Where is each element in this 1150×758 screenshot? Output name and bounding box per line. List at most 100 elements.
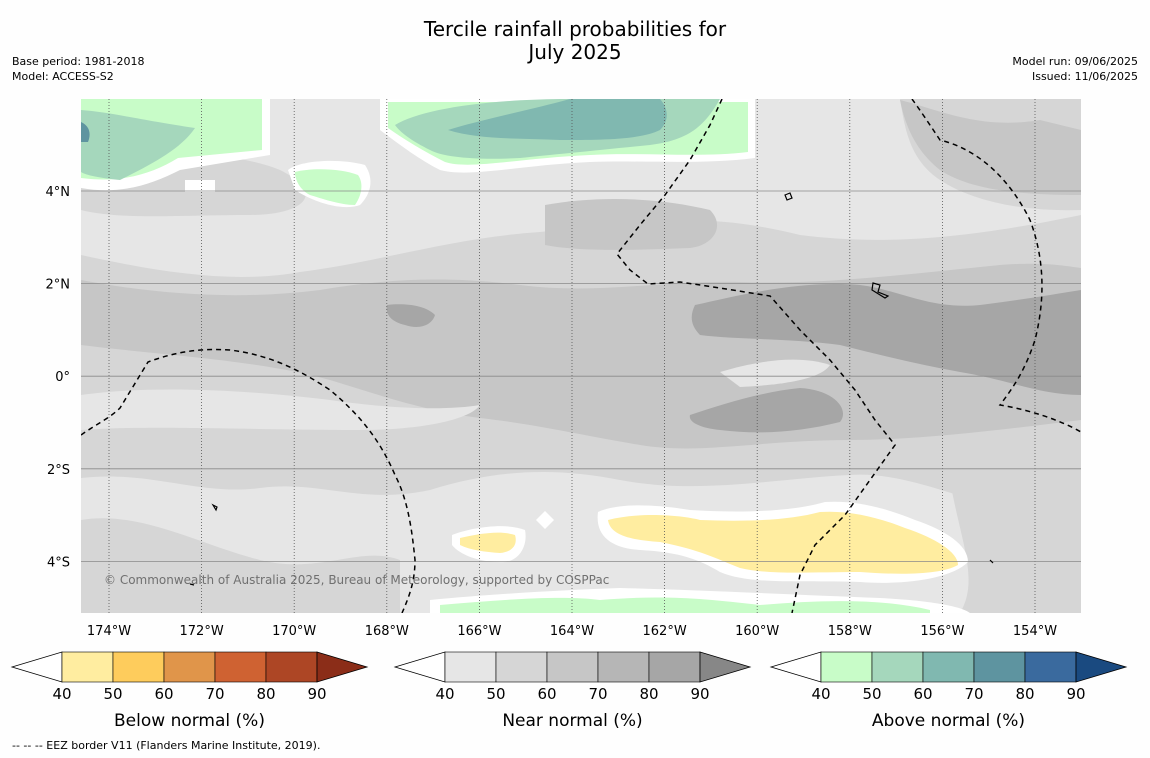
above-normal-halo-small (185, 180, 215, 192)
colorbar-segment (61, 651, 114, 683)
longitude-tick-label: 164°W (550, 624, 594, 639)
near-normal-60-northeast (900, 100, 1081, 195)
eez-borders (81, 99, 1081, 613)
island-3 (211, 503, 218, 512)
colorbar-segment (112, 651, 165, 683)
colorbar-extend-low (393, 651, 446, 683)
colorbar-tick-label: 60 (154, 685, 173, 703)
island-5 (989, 559, 994, 564)
eez-border-east (911, 99, 1081, 433)
longitude-ticks: 174°W 172°W 170°W 168°W 166°W 164°W 162°W 160°W… (87, 624, 1057, 639)
near-normal-40-equatorial-band (81, 389, 480, 430)
colorbar-tick-label: 50 (486, 685, 505, 703)
colorbar-tick-label: 70 (964, 685, 983, 703)
chart-title: Tercile rainfall probabilities for July … (0, 18, 1150, 64)
above-normal-50-west (81, 110, 195, 180)
longitude-tick-label: 156°W (920, 624, 964, 639)
latitude-tick-label: 0° (55, 370, 70, 385)
colorbar-title: Near normal (%) (502, 711, 642, 731)
colorbar-tick-label: 60 (913, 685, 932, 703)
colorbar-tick-label: 60 (537, 685, 556, 703)
island-4 (189, 583, 195, 586)
above-normal-40-center (295, 169, 362, 205)
colorbar-title: Above normal (%) (872, 711, 1025, 731)
below-normal-halo-dot (536, 511, 554, 529)
colorbar-segment (648, 651, 701, 683)
latitude-ticks: 4°N 2°N 0° 2°S 4°S (46, 185, 71, 570)
run-info: Model run: 09/06/2025 Issued: 11/06/2025 (1012, 54, 1138, 84)
colorbar-segment (922, 651, 975, 683)
longitude-tick-label: 158°W (828, 624, 872, 639)
colorbar-segment (820, 651, 873, 683)
colorbar-segment (871, 651, 924, 683)
colorbar-3: 40 50 60 70 80 90 Above normal (%) (769, 651, 1128, 731)
colorbar-segment (495, 651, 548, 683)
colorbar-tick-label: 40 (52, 685, 71, 703)
latitude-tick-label: 2°N (46, 278, 71, 293)
colorbar-title: Below normal (%) (114, 711, 265, 731)
above-normal-regions (81, 99, 970, 613)
probability-field (81, 99, 1081, 613)
island-2 (871, 282, 890, 299)
colorbar-tick-label: 90 (307, 685, 326, 703)
below-normal-regions (452, 501, 968, 583)
issued-text: Issued: 11/06/2025 (1031, 70, 1138, 83)
eez-border-west (81, 348, 416, 613)
colorbar-tick-label: 50 (103, 685, 122, 703)
colorbar-tick-label: 40 (811, 685, 830, 703)
model-name-text: Model: ACCESS-S2 (12, 70, 114, 83)
colorbar-extend-high (316, 651, 369, 683)
colorbar-tick-label: 70 (205, 685, 224, 703)
title-line-1: Tercile rainfall probabilities for (423, 17, 727, 41)
longitude-tick-label: 170°W (272, 624, 316, 639)
colorbar-tick-label: 90 (690, 685, 709, 703)
latitude-tick-label: 2°S (47, 463, 70, 478)
longitude-tick-label: 154°W (1013, 624, 1057, 639)
colorbar-tick-label: 50 (862, 685, 881, 703)
colorbar-tick-label: 90 (1066, 685, 1085, 703)
colorbar-tick-label: 70 (588, 685, 607, 703)
near-normal-60-central-north (545, 198, 718, 250)
colorbar-extend-high (1075, 651, 1128, 683)
near-normal-70-central-patch (689, 388, 844, 433)
longitude-tick-label: 166°W (457, 624, 501, 639)
colorbar-extend-low (769, 651, 822, 683)
gridlines (81, 99, 1081, 613)
model-run-text: Model run: 09/06/2025 (1012, 55, 1138, 68)
colorbar-extend-low (10, 651, 63, 683)
colorbar-segment (597, 651, 650, 683)
title-line-2: July 2025 (528, 40, 622, 64)
colorbar-tick-label: 80 (639, 685, 658, 703)
eez-border-central (616, 99, 896, 613)
longitude-tick-label: 172°W (180, 624, 224, 639)
colorbar-segment (973, 651, 1026, 683)
colorbar-extend-high (699, 651, 752, 683)
model-info: Base period: 1981-2018 Model: ACCESS-S2 (12, 54, 144, 84)
colorbar-tick-label: 80 (256, 685, 275, 703)
colorbar-2: 40 50 60 70 80 90 Near normal (%) (393, 651, 752, 731)
colorbar-1: 40 50 60 70 80 90 Below normal (%) (10, 651, 369, 731)
latitude-tick-label: 4°N (46, 185, 71, 200)
colorbar-segment (546, 651, 599, 683)
colorbar-segment (1024, 651, 1077, 683)
above-normal-60-north (448, 99, 667, 140)
copyright-text: © Commonwealth of Australia 2025, Bureau… (104, 573, 609, 587)
near-normal-50-southwest-region (81, 518, 400, 613)
latitude-tick-label: 4°S (47, 555, 70, 570)
longitude-tick-label: 160°W (735, 624, 779, 639)
colorbar-segment (444, 651, 497, 683)
longitude-tick-label: 174°W (87, 624, 131, 639)
longitude-tick-label: 168°W (365, 624, 409, 639)
near-normal-50-southeast-region (950, 472, 1081, 613)
near-normal-40-inset (720, 359, 830, 387)
colorbar-segment (163, 651, 216, 683)
base-period-text: Base period: 1981-2018 (12, 55, 145, 68)
above-normal-40-south (440, 597, 930, 613)
longitude-tick-label: 162°W (643, 624, 687, 639)
near-normal-60-small-patch (555, 400, 615, 422)
colorbar-tick-label: 80 (1015, 685, 1034, 703)
below-normal-40-east (608, 511, 958, 574)
below-normal-40-west (460, 532, 516, 553)
eez-legend-note: -- -- -- EEZ border V11 (Flanders Marine… (12, 739, 321, 752)
